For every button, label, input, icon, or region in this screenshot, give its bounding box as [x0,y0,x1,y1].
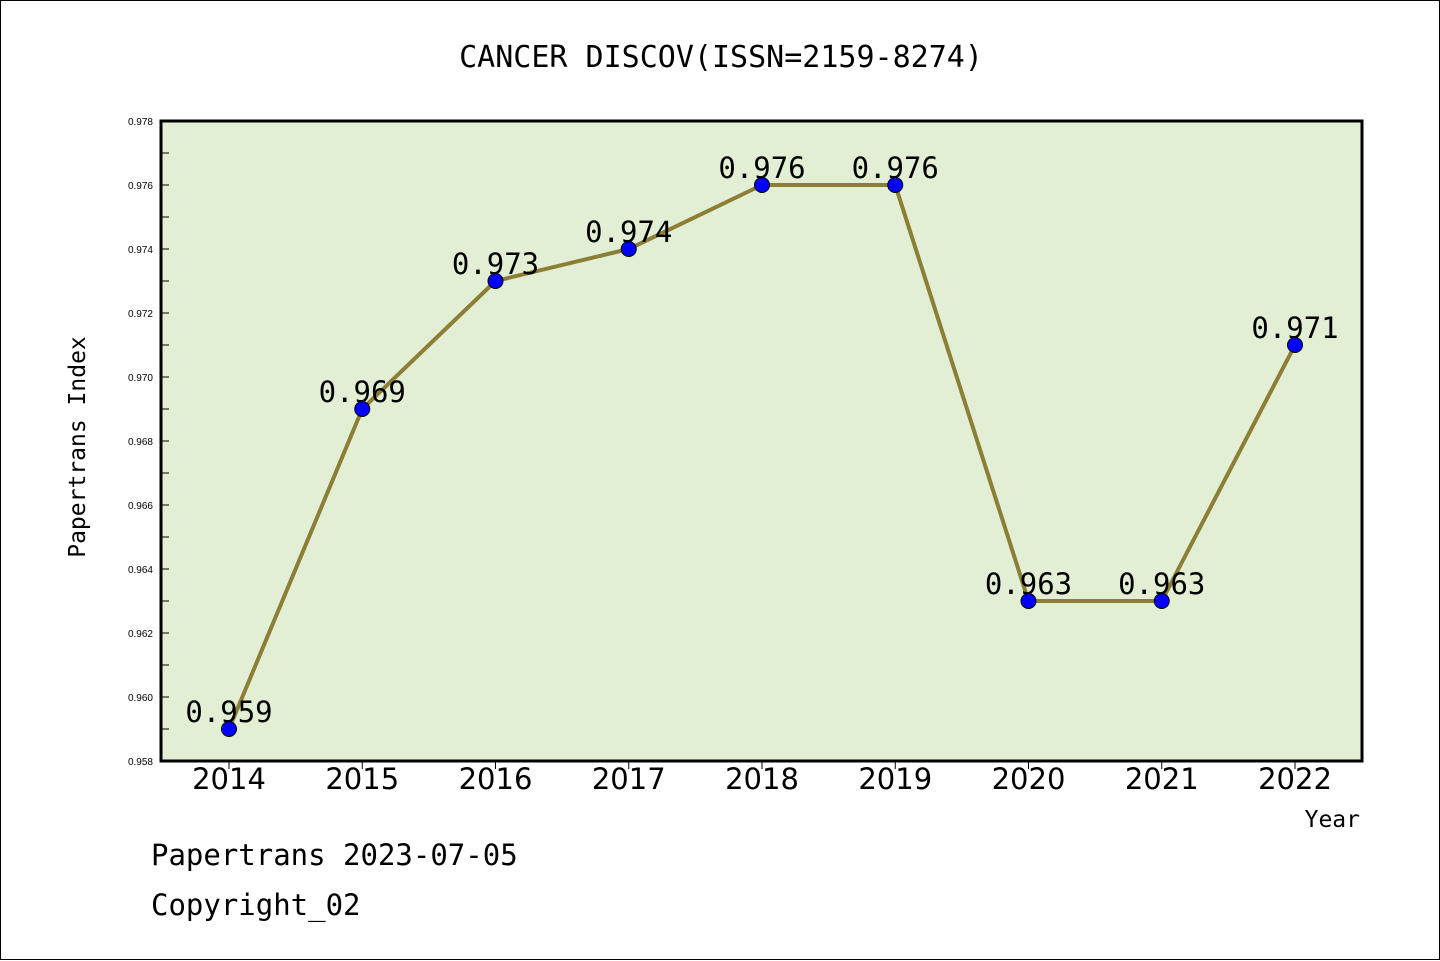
x-axis: 2014 2015 2016 2017 2018 2019 2020 2021 2022 [192,761,1332,796]
footer-copyright: Copyright_02 [151,888,361,923]
y-tick-label: 0.960 [128,693,153,704]
y-tick-label: 0.972 [128,309,153,320]
x-axis-label: Year [1305,807,1360,833]
x-tick-label: 2017 [592,762,666,796]
y-tick-label: 0.966 [128,501,153,512]
x-tick-label: 2021 [1125,762,1199,796]
x-tick-label: 2022 [1258,762,1332,796]
data-point [221,721,237,737]
x-tick-label: 2016 [459,762,533,796]
chart-title: CANCER DISCOV(ISSN=2159-8274) [459,40,983,75]
y-axis-label: Papertrans Index [65,336,91,558]
y-tick-label: 0.976 [128,181,153,192]
data-point [487,273,504,289]
x-tick-label: 2019 [858,762,932,796]
x-tick-label: 2015 [325,762,399,796]
data-point [1153,593,1170,609]
y-tick-label: 0.970 [128,373,153,384]
y-tick-label: 0.978 [128,117,153,128]
y-tick-label: 0.964 [128,565,153,576]
plot-area [159,119,1364,763]
data-point [887,177,904,193]
y-tick-label: 0.974 [128,245,153,256]
y-axis: 0.958 0.960 0.962 0.964 0.966 0.968 0.970 0.972… [128,117,169,768]
data-label: 0.974 [585,215,672,249]
data-point [620,241,637,257]
data-label: 0.971 [1251,311,1338,345]
y-tick-label: 0.962 [128,629,153,640]
data-point [1020,593,1037,609]
y-tick-label: 0.958 [128,757,153,768]
data-point [754,177,770,193]
data-label: 0.963 [985,567,1072,601]
data-labels: 0.959 0.969 0.973 0.974 0.976 0.976 0.963 0.963… [185,151,1338,729]
data-label: 0.976 [718,151,805,185]
footer-date: Papertrans 2023-07-05 [151,838,518,872]
data-point [1287,337,1303,353]
data-series [221,177,1303,737]
data-label: 0.976 [852,151,939,185]
data-label: 0.959 [185,695,272,729]
x-tick-label: 2020 [992,762,1066,796]
data-point [354,401,371,417]
x-tick-label: 2014 [192,762,266,796]
data-label: 0.973 [452,247,539,281]
y-tick-label: 0.968 [128,437,153,448]
data-label: 0.963 [1118,567,1205,601]
x-tick-label: 2018 [725,762,799,796]
data-label: 0.969 [319,375,406,409]
